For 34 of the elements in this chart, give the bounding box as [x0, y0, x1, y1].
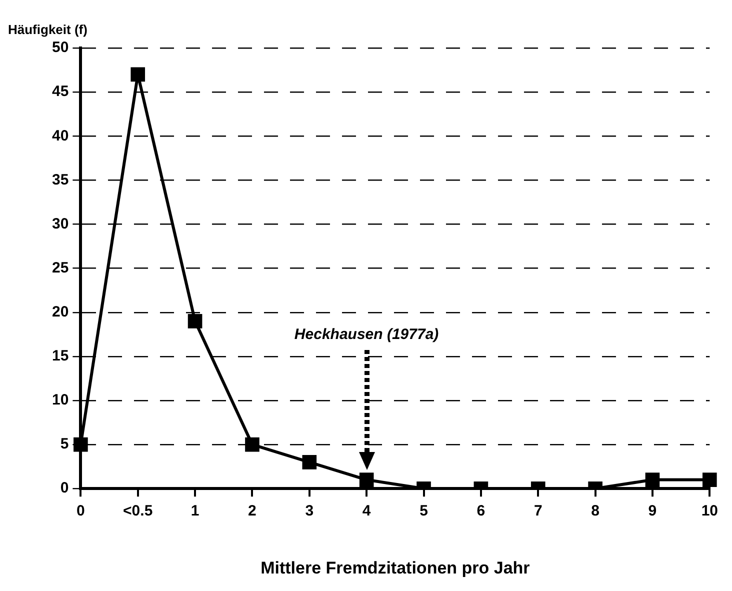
x-tick-label: <0.5	[123, 502, 153, 520]
x-tick-label: 6	[476, 502, 486, 520]
x-tick-label: 1	[190, 502, 200, 520]
y-tick-label: 35	[52, 171, 69, 188]
y-tick-label: 5	[60, 436, 69, 453]
y-tick-label: 20	[52, 304, 69, 320]
point	[302, 455, 317, 470]
y-tick-label: 15	[52, 348, 69, 365]
x-tick-label: 9	[648, 502, 657, 520]
x-tick-label: 4	[362, 502, 372, 520]
x-tick-label: 7	[534, 502, 542, 520]
x-tick-label: 3	[305, 502, 314, 520]
y-tick-label: 45	[52, 83, 69, 100]
y-axis-title: Häufigkeit (f)	[8, 22, 88, 38]
point	[74, 437, 88, 452]
y-tick-label: 30	[52, 215, 69, 232]
y-tick-label: 10	[52, 392, 69, 409]
point	[702, 472, 717, 487]
annotation: Heckhausen (1977a)	[294, 326, 439, 343]
y-tick-label: 0	[60, 480, 69, 497]
point	[130, 67, 146, 82]
y-tick-label: 25	[52, 259, 69, 276]
x-tick-label: 2	[248, 502, 256, 520]
x-tick-label: 10	[701, 502, 718, 520]
point	[188, 314, 202, 328]
x-tick-label: 8	[591, 502, 600, 520]
point	[645, 472, 660, 487]
x-tick-label: 0	[76, 502, 85, 520]
y-tick-label: 40	[52, 127, 69, 144]
x-tick-label: 5	[420, 502, 428, 520]
point	[359, 472, 374, 487]
y-tick-label: 50	[52, 39, 69, 56]
x-axis-title: Mittlere Fremdzitationen pro Jahr	[260, 558, 530, 578]
point	[245, 437, 260, 452]
